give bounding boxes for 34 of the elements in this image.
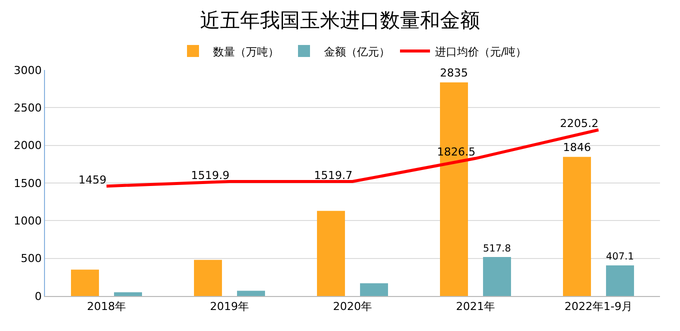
bar	[237, 290, 266, 296]
x-tick-label: 2022年1-9月	[564, 300, 632, 314]
y-tick-label: 0	[34, 290, 42, 303]
bar	[483, 256, 512, 296]
y-tick-label: 2500	[14, 102, 42, 115]
x-tick-label: 2019年	[210, 300, 249, 314]
data-label: 1459	[78, 173, 106, 186]
y-tick-label: 2000	[14, 139, 42, 152]
data-label: 1519.9	[191, 168, 230, 182]
x-tick-label: 2018年	[87, 300, 126, 314]
y-tick-label: 500	[20, 252, 42, 266]
data-label: 2205.2	[560, 117, 598, 130]
legend-label: 数量（万吨）	[213, 45, 279, 58]
y-tick-label: 1000	[14, 214, 42, 228]
line-series	[105, 128, 600, 188]
y-tick-label: 3000	[14, 64, 42, 77]
data-label: 407.1	[606, 252, 634, 263]
data-label: 1846	[562, 140, 591, 154]
data-label: 517.8	[483, 243, 512, 254]
x-tick-label: 2020年	[333, 300, 372, 314]
bar	[606, 265, 634, 296]
data-label: 1519.7	[314, 168, 352, 182]
data-label: 2835	[440, 66, 468, 80]
bar	[562, 156, 591, 296]
bar	[194, 260, 222, 296]
legend-label: 进口均价（元/吨）	[435, 45, 527, 58]
bar	[360, 283, 388, 296]
bar	[114, 292, 142, 296]
legend-label: 金额（亿元）	[324, 45, 390, 58]
chart-title: 近五年我国玉米进口数量和金额	[200, 8, 480, 32]
y-tick-label: 1500	[14, 176, 42, 190]
bar	[316, 210, 345, 296]
bar	[70, 270, 99, 296]
x-tick-label: 2021年	[456, 300, 495, 314]
